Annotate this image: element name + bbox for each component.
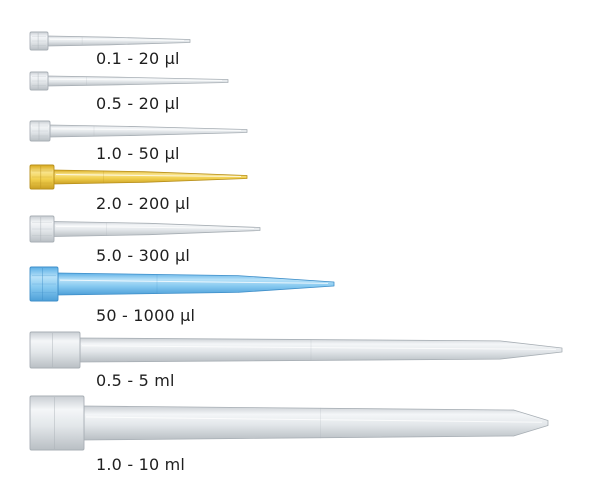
tip-body <box>83 405 549 441</box>
tip-highlight <box>55 225 255 230</box>
pipette-tip-2 <box>29 71 229 91</box>
pipette-tip-5 <box>29 215 261 243</box>
pipette-tip-4 <box>29 164 248 190</box>
tip-volume-label: 5.0 - 300 µl <box>96 246 191 265</box>
pipette-tip-8 <box>29 395 549 451</box>
tip-volume-label: 0.5 - 5 ml <box>96 371 175 390</box>
tip-highlight <box>55 174 242 178</box>
tip-body <box>53 169 248 185</box>
tip-highlight <box>51 128 242 132</box>
tip-collar <box>29 395 85 451</box>
tip-volume-label: 2.0 - 200 µl <box>96 194 191 213</box>
tip-body <box>53 221 261 237</box>
tip-highlight <box>49 38 185 42</box>
pipette-tip-1 <box>29 31 191 51</box>
tip-volume-label: 1.0 - 50 µl <box>96 144 180 163</box>
tip-collar <box>29 331 81 369</box>
tip-body <box>47 75 229 87</box>
tip-highlight <box>59 279 329 284</box>
pipette-tip-7 <box>29 331 563 369</box>
tip-highlight <box>49 78 223 82</box>
tip-highlight <box>81 345 557 350</box>
tip-body <box>49 124 248 138</box>
tip-volume-label: 0.1 - 20 µl <box>96 49 180 68</box>
tip-body <box>47 35 191 47</box>
pipette-tip-6 <box>29 266 335 302</box>
tip-body <box>79 337 563 363</box>
tip-volume-label: 0.5 - 20 µl <box>96 94 180 113</box>
tip-volume-label: 1.0 - 10 ml <box>96 455 186 474</box>
pipette-tip-3 <box>29 120 248 142</box>
tip-volume-label: 50 - 1000 µl <box>96 306 196 325</box>
tip-body <box>57 272 335 296</box>
tip-highlight <box>85 416 543 423</box>
